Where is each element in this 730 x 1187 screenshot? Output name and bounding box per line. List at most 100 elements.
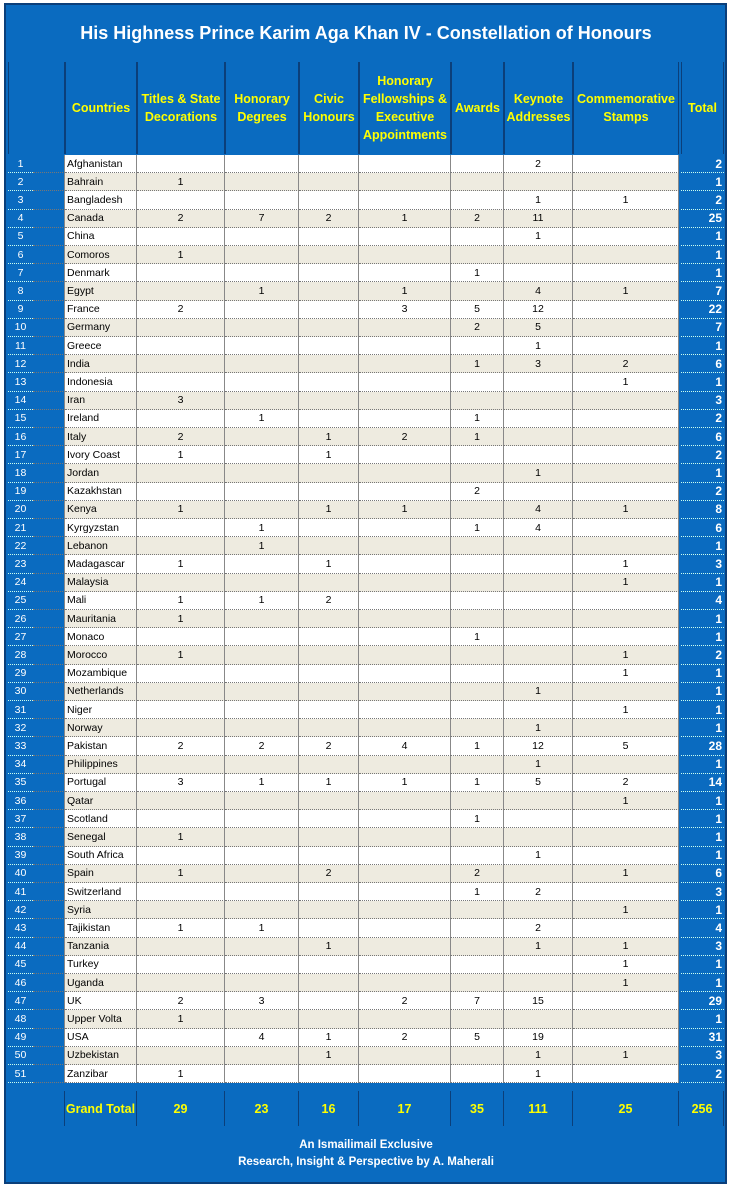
row-total: 7 — [681, 318, 724, 337]
column-gap — [679, 810, 681, 829]
cell-value — [225, 246, 299, 265]
cell-value: 1 — [504, 227, 573, 246]
country-name: Malaysia — [65, 573, 137, 592]
flag-icon — [33, 537, 65, 556]
cell-value — [225, 1046, 299, 1065]
column-gap — [679, 519, 681, 538]
cell-value: 1 — [504, 719, 573, 738]
table-row: 25 Mali 1 1 2 4 — [8, 591, 724, 610]
grand-total-value: 23 — [225, 1091, 299, 1126]
cell-value — [451, 664, 504, 683]
cell-value — [359, 155, 451, 174]
flag-icon — [33, 955, 65, 974]
cell-value — [359, 555, 451, 574]
cell-value — [225, 355, 299, 374]
footer: An Ismailimail Exclusive Research, Insig… — [8, 1128, 724, 1180]
row-total: 1 — [681, 664, 724, 683]
cell-value — [225, 173, 299, 192]
cell-value — [299, 246, 359, 265]
cell-value — [225, 883, 299, 902]
cell-value: 2 — [504, 883, 573, 902]
table-row: 23 Madagascar 1 1 1 3 — [8, 555, 724, 574]
cell-value — [573, 828, 679, 847]
cell-value: 1 — [359, 209, 451, 228]
row-number: 23 — [8, 555, 33, 574]
cell-value — [451, 391, 504, 410]
column-gap — [679, 901, 681, 920]
row-number: 44 — [8, 937, 33, 956]
cell-value — [299, 682, 359, 701]
row-total: 1 — [681, 227, 724, 246]
cell-value — [299, 719, 359, 738]
table-row: 39 South Africa 1 1 — [8, 846, 724, 865]
row-total: 2 — [681, 646, 724, 665]
cell-value: 1 — [573, 282, 679, 301]
cell-value — [299, 537, 359, 556]
cell-value: 1 — [137, 591, 225, 610]
country-name: Comoros — [65, 246, 137, 265]
cell-value — [225, 482, 299, 501]
cell-value — [359, 846, 451, 865]
cell-value — [137, 1046, 225, 1065]
cell-value — [451, 591, 504, 610]
country-name: Pakistan — [65, 737, 137, 756]
cell-value — [573, 1028, 679, 1047]
header-total: Total — [681, 62, 724, 154]
cell-value: 1 — [451, 628, 504, 647]
cell-value — [504, 1010, 573, 1029]
cell-value: 1 — [359, 500, 451, 519]
country-name: Kyrgyzstan — [65, 519, 137, 538]
country-name: Canada — [65, 209, 137, 228]
cell-value — [451, 719, 504, 738]
cell-value — [451, 573, 504, 592]
cell-value — [451, 500, 504, 519]
row-number: 31 — [8, 701, 33, 720]
cell-value — [299, 409, 359, 428]
column-gap — [679, 1065, 681, 1084]
flag-icon — [33, 883, 65, 902]
cell-value — [451, 555, 504, 574]
cell-value — [137, 537, 225, 556]
flag-icon — [33, 227, 65, 246]
country-name: Tanzania — [65, 937, 137, 956]
table-row: 14 Iran 3 3 — [8, 391, 724, 410]
flag-icon — [33, 1028, 65, 1047]
cell-value — [299, 701, 359, 720]
cell-value — [225, 628, 299, 647]
cell-value — [299, 628, 359, 647]
row-total: 25 — [681, 209, 724, 228]
table-row: 11 Greece 1 1 — [8, 337, 724, 356]
cell-value — [359, 664, 451, 683]
cell-value — [299, 810, 359, 829]
cell-value: 1 — [504, 937, 573, 956]
cell-value — [359, 391, 451, 410]
flag-icon — [33, 482, 65, 501]
cell-value: 1 — [137, 500, 225, 519]
cell-value — [573, 446, 679, 465]
row-total: 1 — [681, 701, 724, 720]
cell-value: 2 — [573, 773, 679, 792]
column-gap — [679, 428, 681, 447]
flag-icon — [33, 318, 65, 337]
cell-value — [573, 209, 679, 228]
row-number: 15 — [8, 409, 33, 428]
cell-value: 1 — [137, 864, 225, 883]
flag-icon — [33, 773, 65, 792]
cell-value: 2 — [451, 864, 504, 883]
cell-value — [137, 464, 225, 483]
row-total: 1 — [681, 846, 724, 865]
cell-value — [359, 355, 451, 374]
column-gap — [679, 737, 681, 756]
table-row: 8 Egypt 1 1 4 1 7 — [8, 282, 724, 301]
column-gap — [679, 191, 681, 210]
cell-value — [573, 992, 679, 1011]
cell-value — [451, 446, 504, 465]
header-countries: Countries — [65, 62, 137, 154]
table-row: 48 Upper Volta 1 1 — [8, 1010, 724, 1029]
table-row: 41 Switzerland 1 2 3 — [8, 883, 724, 902]
cell-value — [451, 955, 504, 974]
cell-value: 2 — [299, 209, 359, 228]
row-number: 17 — [8, 446, 33, 465]
cell-value — [573, 1065, 679, 1084]
row-number: 19 — [8, 482, 33, 501]
